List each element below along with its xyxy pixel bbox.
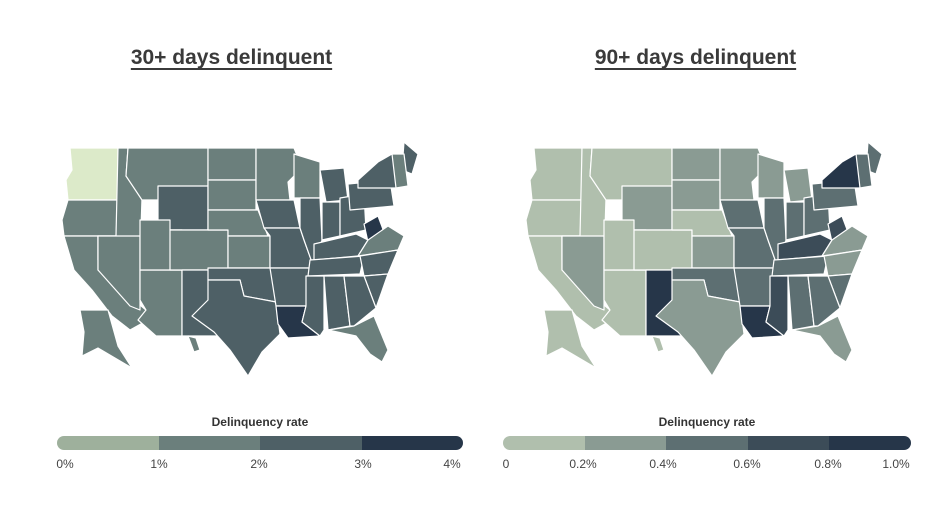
state-tx[interactable] — [191, 279, 281, 377]
legend-tick: 0% — [56, 457, 74, 471]
legend-tick: 0.8% — [814, 457, 842, 471]
state-ks[interactable] — [227, 235, 271, 269]
state-in[interactable] — [785, 201, 805, 241]
legend-segment — [747, 436, 830, 450]
state-ne-st[interactable] — [391, 153, 409, 189]
us-map — [525, 141, 883, 377]
state-ak[interactable] — [543, 309, 597, 369]
state-ga[interactable] — [343, 275, 377, 327]
state-nv[interactable] — [561, 235, 605, 311]
legend-segment — [260, 436, 362, 450]
legend-tick: 0.4% — [649, 457, 677, 471]
state-va[interactable] — [357, 225, 405, 257]
state-ar[interactable] — [733, 267, 775, 307]
state-ks[interactable] — [691, 235, 735, 269]
legend-title: Delinquency rate — [211, 415, 309, 429]
legend-tick: 2% — [250, 457, 268, 471]
state-ne-st[interactable] — [855, 153, 873, 189]
state-co[interactable] — [169, 229, 229, 271]
panel-90-days: 90+ days delinquent Delinquency rate 0 0… — [464, 0, 927, 520]
state-nd[interactable] — [671, 147, 721, 181]
panel-30-days: 30+ days delinquent Delinquency rate 0% … — [0, 0, 463, 520]
state-or[interactable] — [525, 199, 583, 237]
legend-segment — [666, 436, 748, 450]
state-ia[interactable] — [255, 199, 301, 229]
state-ia[interactable] — [719, 199, 765, 229]
state-az[interactable] — [601, 269, 647, 337]
state-wi[interactable] — [293, 153, 321, 199]
legend-bar — [57, 436, 463, 450]
legend-tick: 0 — [502, 457, 510, 471]
legend-tick: 1% — [150, 457, 168, 471]
state-co[interactable] — [633, 229, 693, 271]
state-sd[interactable] — [671, 179, 721, 211]
state-or[interactable] — [61, 199, 119, 237]
state-tn[interactable] — [307, 255, 365, 277]
legend-segment — [829, 436, 911, 450]
state-fl[interactable] — [791, 315, 853, 363]
panel-title: 90+ days delinquent — [594, 46, 797, 69]
legend-tick: 1.0% — [882, 457, 910, 471]
us-map — [61, 141, 419, 377]
state-tn[interactable] — [771, 255, 829, 277]
state-ar[interactable] — [269, 267, 311, 307]
state-va[interactable] — [821, 225, 869, 257]
legend-segment — [361, 436, 463, 450]
state-in[interactable] — [321, 201, 341, 241]
legend-bar — [503, 436, 911, 450]
state-nv[interactable] — [97, 235, 141, 311]
legend-tick: 4% — [443, 457, 461, 471]
state-tx[interactable] — [655, 279, 745, 377]
panel-title: 30+ days delinquent — [130, 46, 333, 69]
legend-tick: 3% — [354, 457, 372, 471]
state-hi[interactable] — [187, 335, 201, 353]
legend-segment — [158, 436, 260, 450]
state-sd[interactable] — [207, 179, 257, 211]
state-nd[interactable] — [207, 147, 257, 181]
state-az[interactable] — [137, 269, 183, 337]
state-wa[interactable] — [65, 147, 119, 201]
legend-tick: 0.6% — [733, 457, 761, 471]
state-fl[interactable] — [327, 315, 389, 363]
state-ak[interactable] — [79, 309, 133, 369]
legend-segment — [584, 436, 667, 450]
legend-segment — [503, 436, 585, 450]
legend-tick: 0.2% — [569, 457, 597, 471]
legend-segment — [57, 436, 159, 450]
state-wi[interactable] — [757, 153, 785, 199]
state-wa[interactable] — [529, 147, 583, 201]
state-hi[interactable] — [651, 335, 665, 353]
state-ga[interactable] — [807, 275, 841, 327]
legend-title: Delinquency rate — [658, 415, 756, 429]
